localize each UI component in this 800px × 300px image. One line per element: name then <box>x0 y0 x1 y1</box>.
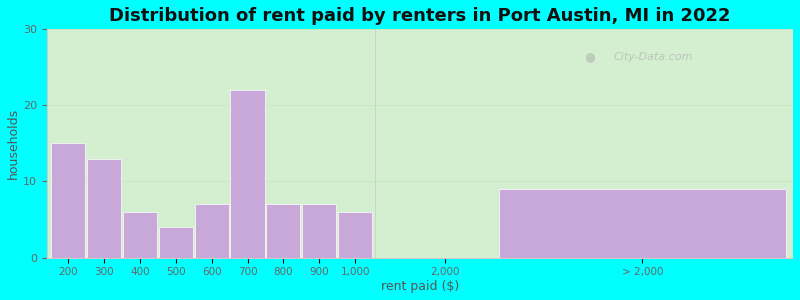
Bar <box>158 227 193 258</box>
Title: Distribution of rent paid by renters in Port Austin, MI in 2022: Distribution of rent paid by renters in … <box>109 7 730 25</box>
Y-axis label: households: households <box>7 108 20 179</box>
Bar <box>230 90 265 258</box>
Text: City-Data.com: City-Data.com <box>614 52 694 62</box>
Bar <box>302 204 336 258</box>
Bar <box>338 212 372 258</box>
Bar <box>51 143 85 258</box>
X-axis label: rent paid ($): rent paid ($) <box>381 280 459 293</box>
Bar <box>87 159 121 258</box>
Bar <box>498 189 786 258</box>
Text: ●: ● <box>584 50 595 63</box>
Bar <box>123 212 157 258</box>
Bar <box>194 204 229 258</box>
Bar <box>266 204 301 258</box>
